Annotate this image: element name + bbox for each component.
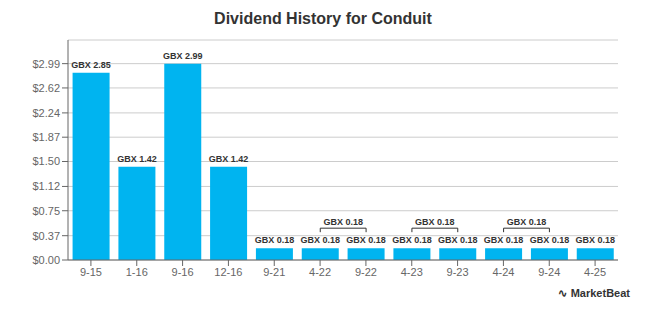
svg-text:GBX 2.85: GBX 2.85 [71,60,111,70]
svg-text:GBX 1.42: GBX 1.42 [209,154,249,164]
svg-text:9-22: 9-22 [355,266,377,278]
svg-text:GBX 0.18: GBX 0.18 [438,235,478,245]
svg-text:4-23: 4-23 [401,266,423,278]
svg-text:$2.99: $2.99 [32,58,60,70]
svg-text:GBX 0.18: GBX 0.18 [484,235,524,245]
svg-text:9-21: 9-21 [263,266,285,278]
html-text:Dividend History for Conduit: Dividend History for Conduit [214,10,432,27]
svg-text:4-24: 4-24 [492,266,514,278]
svg-text:4-22: 4-22 [309,266,331,278]
svg-text:9-15: 9-15 [80,266,102,278]
html-text:∿ MarketBeat: ∿ MarketBeat [557,287,630,299]
svg-text:$0.75: $0.75 [32,205,60,217]
svg-text:GBX 0.18: GBX 0.18 [323,217,363,227]
svg-text:GBX 0.18: GBX 0.18 [392,235,432,245]
svg-text:GBX 0.18: GBX 0.18 [575,235,615,245]
svg-text:$0.00: $0.00 [32,254,60,266]
svg-text:GBX 0.18: GBX 0.18 [530,235,570,245]
svg-text:12-16: 12-16 [214,266,242,278]
svg-text:9-16: 9-16 [172,266,194,278]
svg-text:9-23: 9-23 [447,266,469,278]
svg-text:GBX 0.18: GBX 0.18 [300,235,340,245]
svg-text:$1.12: $1.12 [32,180,60,192]
svg-text:$1.87: $1.87 [32,131,60,143]
svg-text:1-16: 1-16 [126,266,148,278]
svg-text:$0.37: $0.37 [32,230,60,242]
svg-text:GBX 0.18: GBX 0.18 [255,235,295,245]
svg-text:GBX 2.99: GBX 2.99 [163,51,203,61]
svg-text:$2.62: $2.62 [32,82,60,94]
svg-text:GBX 0.18: GBX 0.18 [415,217,455,227]
svg-text:$1.50: $1.50 [32,155,60,167]
svg-text:$2.24: $2.24 [32,107,60,119]
svg-text:4-25: 4-25 [584,266,606,278]
svg-text:GBX 1.42: GBX 1.42 [117,154,157,164]
svg-text:GBX 0.18: GBX 0.18 [507,217,547,227]
svg-text:9-24: 9-24 [538,266,560,278]
svg-text:GBX 0.18: GBX 0.18 [346,235,386,245]
